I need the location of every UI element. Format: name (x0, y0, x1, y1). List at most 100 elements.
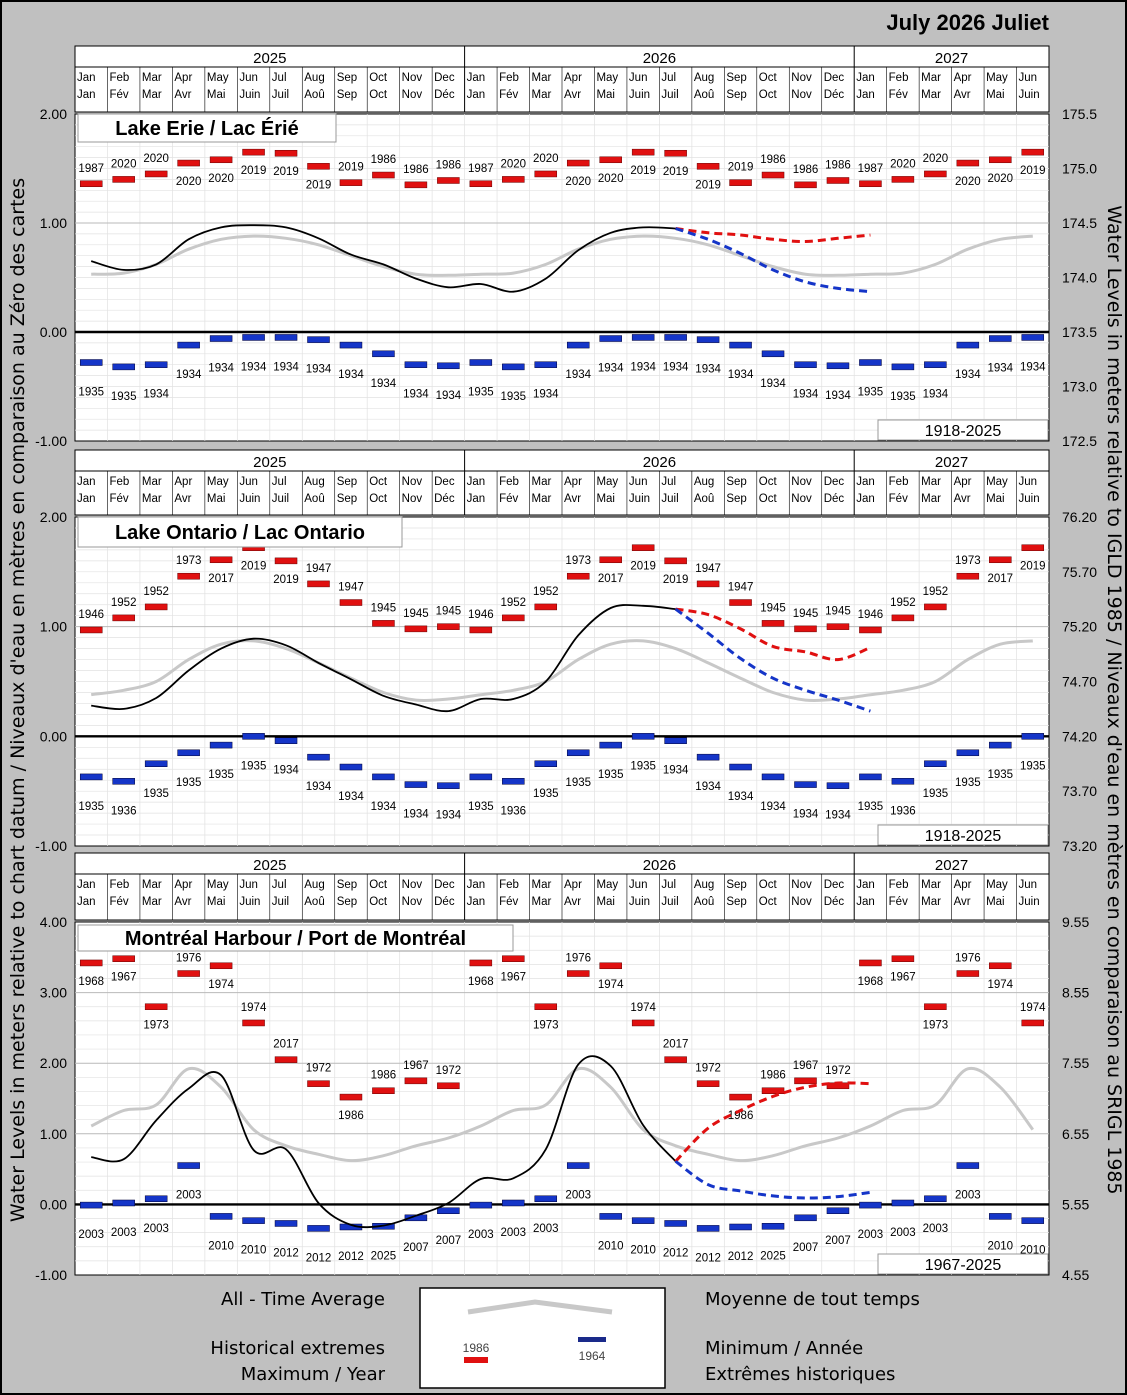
month-label-fr: Avr (954, 493, 971, 505)
month-label-fr: Jan (77, 89, 96, 101)
month-label-en: Mar (142, 476, 162, 488)
min-year-label: 1936 (111, 805, 137, 817)
max-year-label: 2017 (273, 1039, 299, 1051)
month-label-fr: Nov (402, 493, 423, 505)
year-label: 2027 (935, 857, 968, 874)
month-label-fr: Sep (726, 89, 746, 101)
max-bar (924, 603, 947, 611)
month-label-en: Jul (661, 72, 676, 84)
max-year-label: 1986 (436, 159, 462, 171)
y2-tick-label: 174.5 (1062, 215, 1097, 231)
month-label-en: Oct (369, 879, 388, 891)
max-year-label: 2020 (208, 173, 234, 185)
min-bar (566, 749, 590, 757)
month-label-en: May (207, 476, 229, 488)
max-year-label: 2020 (598, 173, 624, 185)
min-bar (794, 1214, 817, 1222)
min-year-label: 1935 (858, 387, 884, 399)
min-year-label: 2003 (143, 1223, 169, 1235)
max-bar (1021, 1019, 1045, 1027)
legend: 1986 1964 (419, 1287, 666, 1389)
max-year-label: 2017 (663, 1039, 689, 1051)
max-bar (794, 625, 817, 633)
min-bar (177, 1162, 200, 1169)
min-bar (339, 763, 363, 771)
min-year-label: 1934 (208, 363, 234, 375)
month-label-fr: Sep (337, 89, 357, 101)
month-label-en: Jun (239, 72, 258, 84)
max-year-label: 2019 (1020, 561, 1046, 573)
month-label-en: Jun (629, 879, 648, 891)
max-bar (696, 163, 720, 170)
min-bar (566, 341, 590, 349)
max-year-label: 2020 (988, 173, 1014, 185)
max-bar (144, 1003, 168, 1010)
min-bar (437, 782, 460, 789)
month-label-fr: Juin (239, 89, 260, 101)
forecast-low-line (675, 227, 871, 294)
min-year-label: 1934 (338, 791, 364, 803)
max-bar (469, 959, 493, 967)
average-line (90, 639, 1033, 703)
month-label-fr: Fév (109, 89, 128, 101)
month-label-en: Mar (532, 72, 552, 84)
page-title: July 2026 Juliet (886, 10, 1049, 35)
max-year-label: 1974 (208, 979, 234, 991)
min-year-label: 2025 (760, 1250, 786, 1262)
month-label-fr: Juil (272, 89, 289, 101)
max-year-label: 1952 (111, 597, 137, 609)
month-label-fr: Déc (824, 89, 845, 101)
min-year-label: 1935 (208, 769, 234, 781)
y-tick-label: 0.00 (40, 728, 67, 744)
month-label-fr: Nov (791, 493, 812, 505)
max-year-label: 1952 (501, 597, 527, 609)
month-label-fr: Mar (921, 89, 941, 101)
min-year-label: 1934 (760, 378, 786, 390)
min-bar (372, 773, 395, 781)
max-bar (437, 177, 460, 184)
recorded-line (90, 224, 676, 293)
min-bar (631, 334, 655, 341)
max-year-label: 2017 (598, 573, 624, 585)
min-year-label: 1934 (371, 378, 397, 390)
month-label-fr: Juil (661, 896, 678, 908)
min-year-label: 2010 (598, 1240, 624, 1252)
max-bar (599, 962, 622, 970)
panel-1: 2025 2026 2027 Jan Jan Feb Fév Mar Mar Apr Avr May M… (35, 449, 1097, 854)
y2-tick-label: 5.55 (1062, 1196, 1089, 1212)
month-label-fr: Mar (532, 89, 552, 101)
min-year-label: 1934 (695, 364, 721, 376)
max-bar (696, 1080, 720, 1087)
month-label-fr: Fév (889, 89, 908, 101)
max-bar (989, 556, 1012, 564)
max-year-label: 1947 (338, 582, 364, 594)
month-label-fr: Fév (499, 896, 518, 908)
min-year-label: 2010 (208, 1240, 234, 1252)
y-tick-label: 2.00 (40, 1055, 67, 1071)
y2-tick-label: 9.55 (1062, 914, 1089, 930)
max-year-label: 2020 (923, 153, 949, 165)
month-label-fr: Mar (142, 896, 162, 908)
month-label-fr: Juin (1019, 896, 1040, 908)
min-bar (891, 778, 915, 785)
min-year-label: 1934 (825, 810, 851, 822)
y2-tick-label: 7.55 (1062, 1055, 1089, 1071)
month-label-en: Aug (694, 476, 714, 488)
min-bar (664, 1220, 687, 1227)
max-bar (761, 1087, 785, 1094)
max-bar (274, 557, 298, 565)
y-tick-label: 2.00 (40, 106, 67, 122)
max-bar (566, 159, 590, 167)
max-year-label: 1986 (793, 164, 819, 176)
max-bar (826, 177, 850, 184)
month-label-en: May (986, 72, 1008, 84)
y2-tick-label: 75.20 (1062, 619, 1097, 635)
min-year-label: 2003 (955, 1190, 981, 1202)
y2-tick-label: 172.5 (1062, 433, 1097, 449)
min-bar (177, 749, 200, 757)
max-bar (372, 620, 395, 627)
max-year-label: 1972 (306, 1063, 332, 1075)
min-year-label: 1934 (728, 791, 754, 803)
max-bar (1021, 148, 1045, 156)
min-year-label: 1934 (955, 369, 981, 381)
